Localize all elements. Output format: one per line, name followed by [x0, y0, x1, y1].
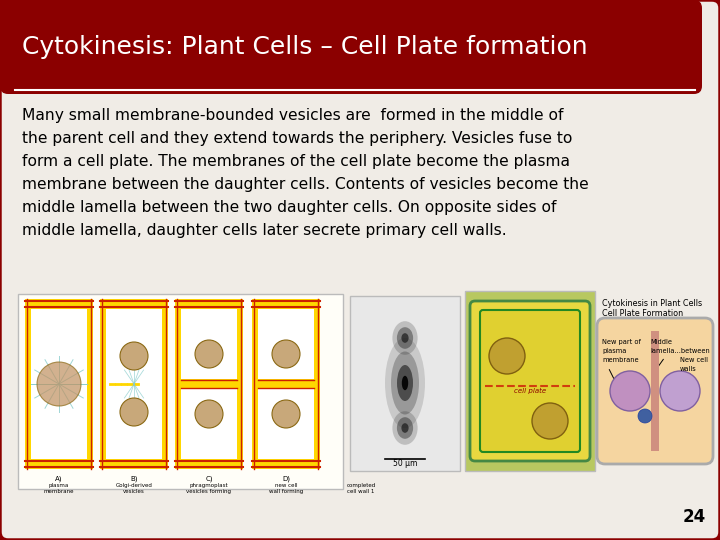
Ellipse shape	[397, 365, 413, 401]
Bar	[252, 299, 320, 309]
Bar	[465, 291, 595, 471]
Text: New part of: New part of	[602, 339, 641, 345]
Text: Many small membrane-bounded vesicles are  formed in the middle of: Many small membrane-bounded vesicles are…	[22, 108, 564, 123]
Ellipse shape	[402, 333, 409, 343]
Circle shape	[660, 371, 700, 411]
Bar	[100, 299, 106, 469]
FancyBboxPatch shape	[0, 0, 702, 94]
Bar	[252, 299, 258, 469]
Text: completed
cell wall 1: completed cell wall 1	[346, 483, 376, 494]
Text: C): C)	[205, 476, 212, 483]
Text: new cell
wall forming: new cell wall forming	[269, 483, 303, 494]
Ellipse shape	[385, 338, 425, 428]
Ellipse shape	[397, 327, 413, 349]
Text: Middle: Middle	[650, 339, 672, 345]
Bar	[175, 299, 181, 469]
Circle shape	[120, 342, 148, 370]
Text: plasma: plasma	[602, 348, 626, 354]
Bar	[350, 296, 460, 471]
Text: middle lamella between the two daughter cells. On opposite sides of: middle lamella between the two daughter …	[22, 200, 557, 215]
Bar	[31, 309, 87, 459]
Text: Cytokinesis: Plant Cells – Cell Plate formation: Cytokinesis: Plant Cells – Cell Plate fo…	[22, 35, 588, 59]
Bar	[314, 299, 320, 469]
Ellipse shape	[392, 411, 418, 445]
Circle shape	[489, 338, 525, 374]
Text: form a cell plate. The membranes of the cell plate become the plasma: form a cell plate. The membranes of the …	[22, 154, 570, 169]
Text: Golgi-derived
vesicles: Golgi-derived vesicles	[116, 483, 153, 494]
Text: plasma
membrane: plasma membrane	[44, 483, 74, 494]
Bar	[100, 299, 168, 309]
Bar	[651, 331, 659, 451]
Bar	[252, 459, 320, 469]
Text: Cytokinesis in Plant Cells: Cytokinesis in Plant Cells	[602, 299, 702, 308]
Circle shape	[272, 340, 300, 368]
Bar	[87, 299, 93, 469]
Bar	[18, 294, 343, 489]
Bar	[175, 299, 243, 309]
Ellipse shape	[392, 321, 418, 355]
Ellipse shape	[402, 423, 409, 433]
Text: cell plate: cell plate	[514, 388, 546, 394]
Text: B): B)	[130, 476, 138, 483]
Text: A): A)	[55, 476, 63, 483]
Text: the parent cell and they extend towards the periphery. Vesicles fuse to: the parent cell and they extend towards …	[22, 131, 572, 146]
Text: phragmoplast
vesicles forming: phragmoplast vesicles forming	[186, 483, 232, 494]
Bar	[100, 459, 168, 469]
Circle shape	[37, 362, 81, 406]
Circle shape	[532, 403, 568, 439]
Bar	[237, 299, 243, 469]
FancyBboxPatch shape	[480, 310, 580, 452]
Bar	[25, 299, 93, 309]
Text: Cell Plate Formation: Cell Plate Formation	[602, 309, 683, 318]
Bar	[258, 379, 314, 389]
Circle shape	[120, 398, 148, 426]
Text: walls: walls	[680, 366, 697, 372]
Text: New cell: New cell	[680, 357, 708, 363]
Bar	[106, 309, 162, 459]
Text: 24: 24	[683, 508, 706, 526]
FancyBboxPatch shape	[470, 301, 590, 461]
Bar	[258, 309, 314, 459]
Text: middle lamella, daughter cells later secrete primary cell walls.: middle lamella, daughter cells later sec…	[22, 223, 507, 238]
Ellipse shape	[397, 417, 413, 439]
Text: membrane between the daughter cells. Contents of vesicles become the: membrane between the daughter cells. Con…	[22, 177, 589, 192]
Bar	[25, 299, 31, 469]
Bar	[25, 459, 93, 469]
Text: D): D)	[282, 476, 290, 483]
Circle shape	[195, 340, 223, 368]
Circle shape	[195, 400, 223, 428]
Text: 50 µm: 50 µm	[393, 458, 417, 468]
Circle shape	[272, 400, 300, 428]
FancyBboxPatch shape	[597, 318, 713, 464]
Ellipse shape	[391, 352, 419, 415]
Bar	[181, 309, 237, 459]
Text: membrane: membrane	[602, 357, 639, 363]
Bar	[175, 459, 243, 469]
Bar	[162, 299, 168, 469]
Circle shape	[610, 371, 650, 411]
Text: lamella...between: lamella...between	[650, 348, 710, 354]
Circle shape	[638, 409, 652, 423]
Ellipse shape	[402, 376, 408, 390]
Bar	[181, 379, 237, 389]
